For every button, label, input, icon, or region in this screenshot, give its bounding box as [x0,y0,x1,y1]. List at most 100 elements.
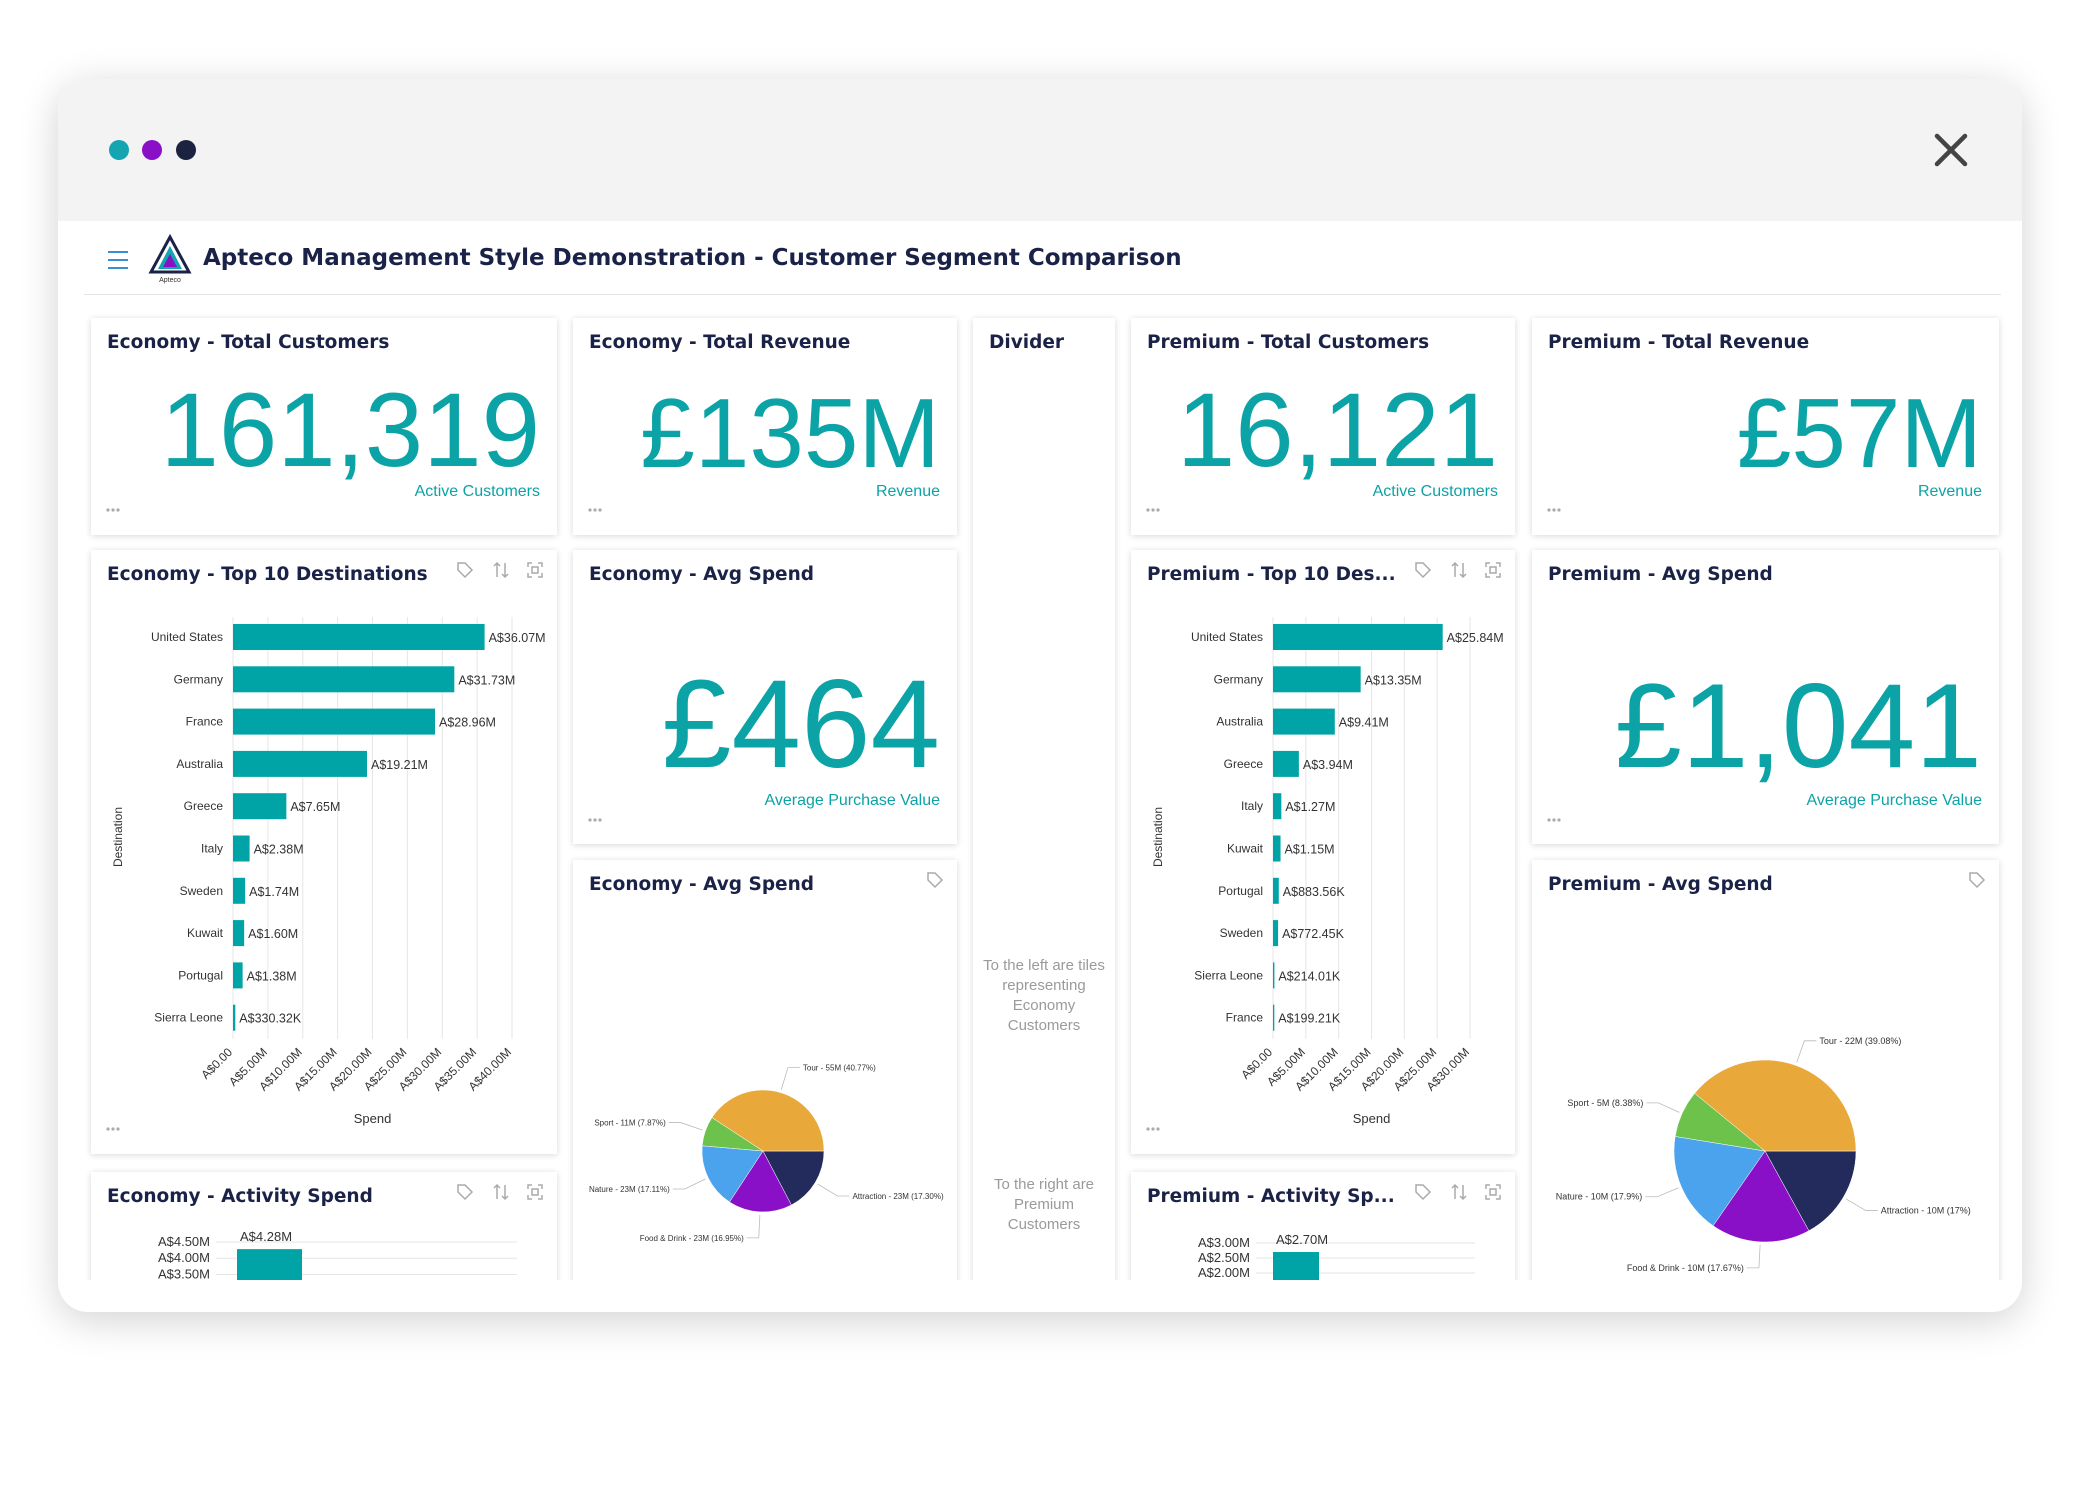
tag-icon[interactable] [927,872,944,889]
value-label: A$772.45K [1282,927,1345,941]
tile: Premium - Top 10 Des... A$0.00 A$5.00M A$10… [1131,550,1515,1154]
tile-title: Premium - Avg Spend [1548,874,1773,895]
menu-dot [1156,1127,1160,1131]
menu-dot [1151,1127,1155,1131]
tag-icon[interactable] [1969,872,1986,889]
icon-shape [1485,562,1501,578]
value-label: A$2.38M [254,843,304,857]
logo-text: Apteco [159,277,181,284]
menu-button[interactable] [106,249,130,271]
kpi-caption: Revenue [1917,483,1982,500]
tile: Economy - Top 10 Destinations A$0.00 A$5.0… [91,550,557,1154]
dot[interactable] [176,140,196,160]
category-label: France [1226,1011,1264,1025]
sort-icon[interactable] [493,1183,509,1201]
menu-dot [1547,818,1551,822]
value-label: A$1.27M [1285,800,1335,814]
tile-title: Premium - Avg Spend [1548,564,1773,585]
logo[interactable]: Apteco [148,234,192,286]
expand-icon[interactable] [1485,1184,1501,1200]
value-label: A$1.38M [247,969,297,983]
menu-dot [116,1127,120,1131]
tile-chart: Attraction - 10M (17%) Food & Drink - 10M… [1556,872,1986,1273]
menu-dot [116,508,120,512]
icon-shape [493,1183,509,1201]
expand-icon[interactable] [1485,562,1501,578]
category-label: Italy [201,842,223,856]
bar [237,1249,302,1280]
more-menu[interactable] [106,1127,120,1131]
leader-line [672,1178,706,1190]
pie-slice [701,1145,764,1203]
more-menu[interactable] [1547,508,1561,512]
more-menu[interactable] [106,508,120,512]
dot[interactable] [109,140,129,160]
tile: Premium - Avg Spend £1,041 Average Purchas… [1532,550,1999,844]
close-button[interactable] [1933,132,1969,168]
category-label: Germany [174,672,223,686]
expand-icon[interactable] [527,562,543,578]
bar [233,624,485,650]
bar [1273,793,1282,820]
tile: Divider To the left are tiles representin… [973,318,1115,1280]
sort-icon[interactable] [493,561,509,579]
bar [233,1004,236,1031]
dot[interactable] [142,140,162,160]
menu-dot [1547,508,1551,512]
more-menu[interactable] [1547,818,1561,822]
leader-line [668,1122,703,1131]
tag-icon[interactable] [457,562,474,579]
kpi-caption: Revenue [875,483,940,500]
leader-line [1796,1040,1817,1063]
tile-title: Premium - Activity Sp... [1147,1186,1395,1207]
sort-icon[interactable] [1451,1183,1467,1201]
slice-label: Attraction - 10M (17%) [1881,1206,1971,1216]
leader-line [780,1067,800,1090]
slice-label: Tour - 22M (39.08%) [1819,1036,1901,1046]
category-label: Italy [1241,799,1263,813]
dashboard-title: Apteco Management Style Demonstration - … [203,245,1182,271]
kpi-value: 16,121 [1176,371,1498,489]
menu-dot [1552,508,1556,512]
more-menu[interactable] [588,508,602,512]
slice-label: Attraction - 23M (17.30%) [852,1192,943,1201]
leader-line [746,1214,761,1239]
more-menu[interactable] [1146,1127,1160,1131]
expand-icon[interactable] [527,1184,543,1200]
title-bar [58,79,2022,221]
menu-dot [111,1127,115,1131]
category-label: Sierra Leone [1194,968,1263,982]
tile-title: Premium - Top 10 Des... [1147,564,1396,585]
kpi-caption: Average Purchase Value [764,792,940,809]
tile-title: Economy - Total Revenue [589,332,851,353]
slice-label: Sport - 5M (8.38%) [1567,1098,1643,1108]
tile: Economy - Total Customers 161,319 Active C… [91,318,557,535]
sort-icon[interactable] [1451,561,1467,579]
tile-chart: A$0.00A$5.00MA$10.00MA$15.00MA$20.00MA$2… [1146,561,1504,1131]
slice-label: Nature - 23M (17.11%) [589,1185,670,1194]
y-axis-label: Destination [111,807,125,867]
pie-slice [1673,1136,1766,1227]
kpi-value: 161,319 [160,371,540,489]
more-menu[interactable] [588,818,602,822]
tag-icon[interactable] [1415,562,1432,579]
value-label: A$9.41M [1339,716,1389,730]
tile-title: Economy - Total Customers [107,332,390,353]
bar [1273,920,1279,947]
kpi-value: £464 [661,654,940,794]
category-label: Sweden [1220,926,1263,940]
slice-label: Tour - 55M (40.77%) [803,1064,876,1073]
bar [1273,835,1281,862]
leader-line [1646,1102,1680,1113]
icon-shape [1415,1184,1432,1201]
tile-title: Premium - Total Revenue [1548,332,1810,353]
bar [233,666,455,693]
y-axis-label: Destination [1151,807,1165,867]
tile-title: Economy - Top 10 Destinations [107,564,428,585]
more-menu[interactable] [1146,508,1160,512]
kpi-value: £135M [640,377,940,488]
menu-dot [1146,508,1150,512]
tag-icon[interactable] [1415,1184,1432,1201]
tag-icon[interactable] [457,1184,474,1201]
category-label: Sweden [180,884,223,898]
